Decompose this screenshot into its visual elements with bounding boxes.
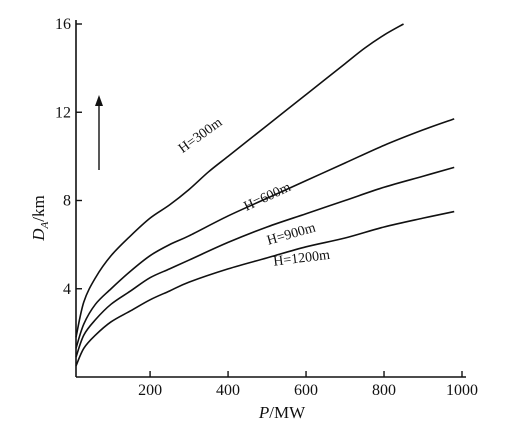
x-axis-title-main: P	[258, 403, 269, 422]
y-axis-title: DA/km	[29, 195, 51, 241]
y-axis-title-main: D	[29, 228, 48, 242]
x-tick-label: 200	[138, 382, 162, 399]
axes	[75, 20, 466, 378]
y-axis-title-unit: /km	[29, 195, 48, 221]
series-line-h-300m	[75, 23, 404, 338]
series-label-h-600m: H=600m	[242, 180, 294, 215]
y-tick-label: 16	[55, 16, 71, 33]
x-tick-label: 600	[294, 382, 318, 399]
series-line-h-1200m	[75, 210, 455, 367]
y-tick-label: 12	[55, 104, 71, 121]
x-tick-label: 800	[372, 382, 396, 399]
ticks: 200 400 600 800 1000 4 8 12 16	[55, 16, 478, 399]
x-axis-title: P/MW	[258, 403, 306, 422]
series-layer	[75, 23, 455, 367]
series-label-h-1200m: H=1200m	[273, 248, 331, 270]
y-tick-label: 4	[63, 281, 71, 298]
up-arrow-icon	[95, 95, 103, 170]
y-tick-label: 8	[63, 193, 71, 210]
series-label-h-300m: H=300m	[176, 115, 225, 157]
series-line-h-900m	[75, 166, 455, 358]
x-tick-label: 400	[216, 382, 240, 399]
x-axis-title-unit: /MW	[269, 403, 306, 422]
series-line-h-600m	[75, 118, 455, 349]
x-tick-label: 1000	[446, 382, 478, 399]
y-axis-title-sub: A	[39, 221, 51, 229]
